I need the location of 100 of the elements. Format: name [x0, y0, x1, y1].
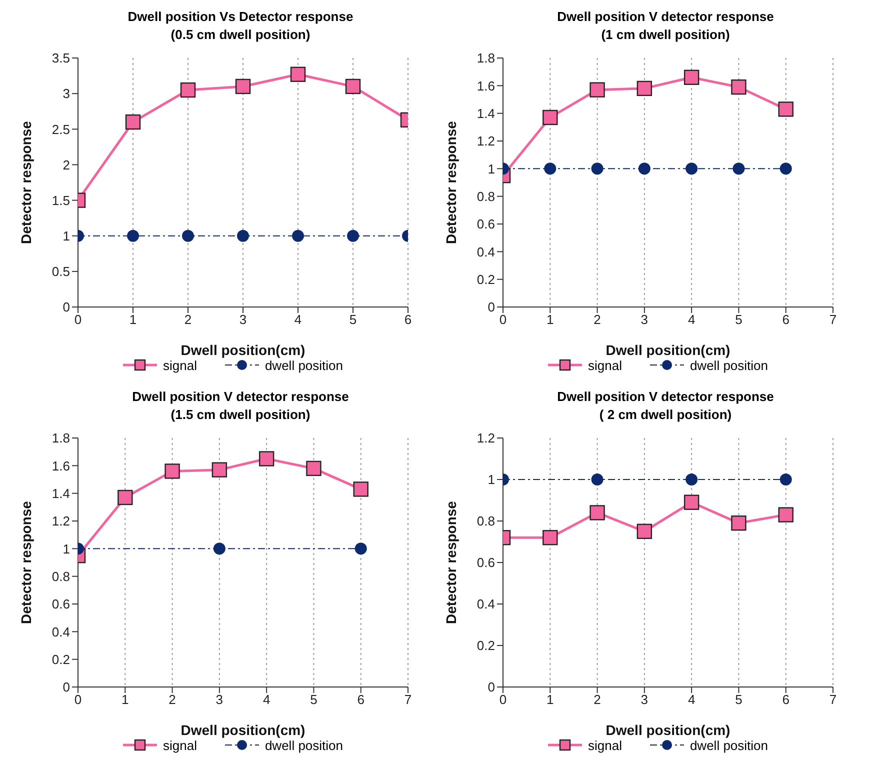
- point: [731, 515, 746, 531]
- x-tick-label: 3: [239, 312, 247, 328]
- x-tick-label: 7: [829, 312, 837, 328]
- legend-label: dwell position: [690, 358, 768, 372]
- point: [182, 230, 194, 242]
- legend-label: dwell position: [264, 358, 343, 372]
- point: [542, 110, 558, 126]
- x-tick-label: 0: [74, 312, 82, 328]
- point: [591, 162, 604, 175]
- y-tick-label: 3.5: [52, 50, 70, 66]
- y-tick-label: 0.2: [476, 638, 495, 654]
- x-tick-label: 4: [294, 312, 302, 328]
- point: [636, 524, 652, 539]
- legend-label: signal: [162, 358, 197, 372]
- point: [237, 230, 249, 242]
- point: [306, 460, 322, 476]
- chart-subtitle: (1.5 cm dwell position): [170, 406, 312, 424]
- y-tick-label: 0.5: [52, 264, 70, 280]
- x-tick-label: 2: [594, 692, 601, 708]
- point: [345, 78, 361, 94]
- x-tick-label: 6: [357, 692, 364, 708]
- point: [780, 162, 792, 175]
- point: [591, 474, 604, 486]
- point: [354, 542, 367, 555]
- legend-label: dwell position: [264, 738, 343, 752]
- y-tick-label: 1.2: [476, 134, 495, 149]
- chart-title: Dwell position Vs Detector response: [126, 8, 354, 26]
- y-tick-label: 1.8: [52, 430, 70, 446]
- point: [636, 80, 652, 96]
- y-tick-label: 0.2: [476, 272, 495, 287]
- legend-label: dwell position: [690, 738, 768, 752]
- x-tick-label: 7: [404, 692, 412, 708]
- x-tick-label: 4: [688, 692, 696, 708]
- x-tick-label: 4: [262, 692, 270, 708]
- y-tick-label: 1.5: [52, 192, 70, 208]
- x-tick-label: 1: [122, 692, 129, 708]
- x-tick-label: 0: [74, 692, 82, 708]
- y-tick-label: 0.8: [476, 188, 495, 204]
- point: [290, 66, 306, 82]
- y-axis-title: Detector response: [18, 120, 34, 244]
- y-tick-label: 2.5: [52, 122, 70, 137]
- x-axis-title: Dwell position(cm): [180, 342, 306, 358]
- chart-subtitle: (0.5 cm dwell position): [170, 26, 312, 44]
- y-tick-label: 0.8: [52, 568, 70, 584]
- y-axis-title: Detector response: [442, 120, 459, 244]
- y-tick-label: 0: [488, 680, 495, 695]
- point: [258, 451, 274, 466]
- legend-label: signal: [588, 738, 622, 752]
- x-tick-label: 6: [782, 312, 790, 328]
- x-tick-label: 5: [310, 692, 318, 708]
- y-tick-label: 1.8: [476, 50, 495, 66]
- x-tick-label: 2: [168, 692, 176, 708]
- point: [118, 490, 133, 506]
- y-tick-label: 0.6: [52, 596, 70, 612]
- y-tick-label: 0.4: [52, 624, 70, 640]
- x-tick-label: 5: [349, 312, 357, 328]
- chart-subtitle: (1 cm dwell position): [600, 26, 731, 44]
- y-tick-label: 1: [488, 472, 495, 488]
- point: [686, 162, 698, 175]
- point: [731, 79, 746, 95]
- point: [542, 530, 558, 546]
- legend-label: signal: [588, 358, 622, 372]
- y-tick-label: 1.6: [52, 458, 70, 474]
- point: [180, 82, 196, 98]
- point: [347, 230, 359, 242]
- x-tick-label: 2: [184, 312, 192, 328]
- point: [353, 482, 368, 497]
- y-tick-label: 0.4: [476, 244, 495, 260]
- y-axis-title: Detector response: [18, 500, 34, 624]
- y-tick-label: 0.2: [52, 652, 70, 667]
- y-tick-label: 1.4: [476, 106, 495, 121]
- legend-label: signal: [162, 738, 197, 752]
- x-axis-title: Dwell position(cm): [606, 342, 730, 358]
- chart-title: Dwell position V detector response: [556, 8, 775, 26]
- y-tick-label: 0.4: [476, 596, 495, 612]
- y-tick-label: 0.6: [476, 216, 495, 232]
- y-tick-label: 1: [488, 161, 495, 176]
- y-tick-label: 0: [488, 300, 495, 315]
- y-tick-label: 0.6: [476, 555, 495, 570]
- point: [590, 505, 605, 520]
- x-tick-label: 7: [829, 692, 837, 708]
- point: [213, 542, 226, 555]
- point: [732, 162, 745, 175]
- y-tick-label: 1: [62, 228, 70, 244]
- point: [638, 162, 650, 175]
- x-tick-label: 1: [129, 312, 137, 328]
- point: [212, 462, 228, 478]
- x-tick-label: 3: [640, 312, 648, 328]
- x-tick-label: 3: [216, 692, 224, 708]
- y-tick-label: 1.6: [476, 78, 495, 94]
- y-tick-label: 1: [62, 541, 70, 556]
- y-tick-label: 3: [62, 86, 70, 102]
- y-tick-label: 0.8: [476, 514, 495, 529]
- x-tick-label: 0: [499, 312, 507, 328]
- x-axis-title: Dwell position(cm): [606, 722, 730, 738]
- y-axis-title: Detector response: [442, 500, 459, 624]
- y-tick-label: 0: [62, 680, 70, 695]
- x-tick-label: 5: [735, 312, 742, 328]
- point: [544, 162, 556, 175]
- x-tick-label: 6: [782, 692, 790, 708]
